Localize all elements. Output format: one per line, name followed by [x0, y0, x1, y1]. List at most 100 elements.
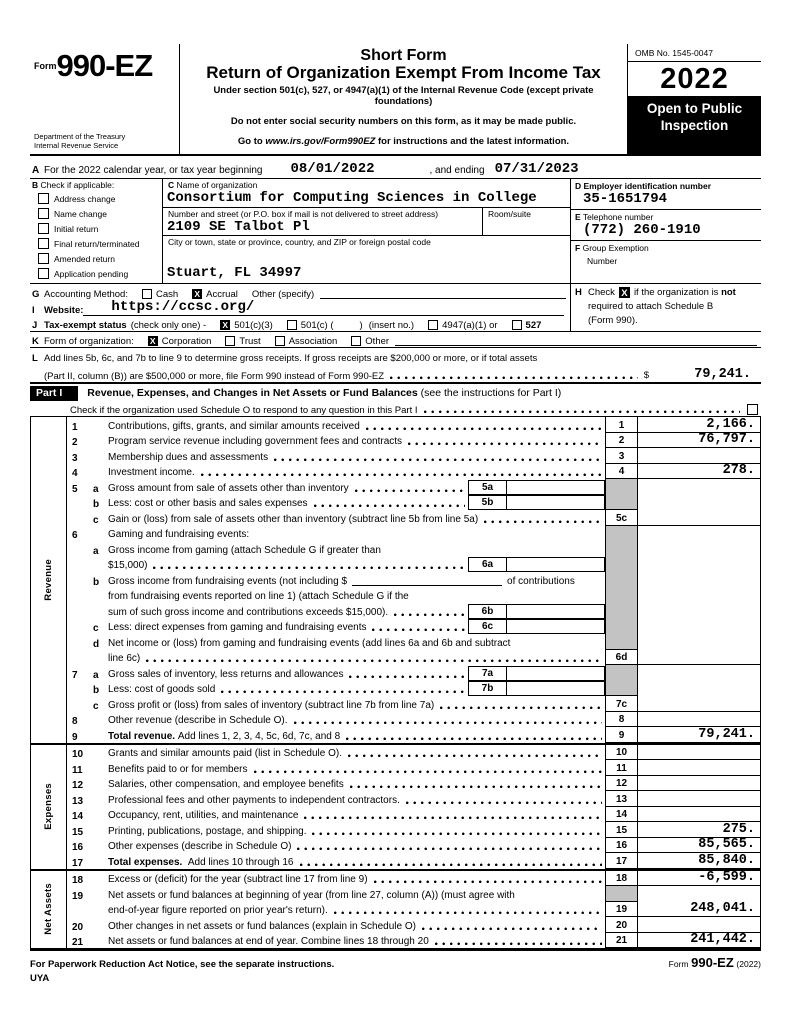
line-2-amount[interactable]: 76,797.	[638, 433, 760, 448]
form-line-7c: c Gross profit or (loss) from sales of i…	[67, 696, 760, 712]
checkbox-initial-return[interactable]	[38, 223, 49, 234]
line-7a-field[interactable]	[507, 666, 604, 680]
line-6c-field[interactable]	[507, 620, 604, 633]
form-of-organization-row: K Form of organization: X Corporation Tr…	[30, 332, 761, 348]
checkbox-schedule-b[interactable]: X	[618, 287, 630, 299]
phone-field[interactable]: (772) 260-1910	[571, 223, 761, 241]
line-17-amount[interactable]: 85,840.	[638, 853, 760, 869]
line-3-amount[interactable]	[638, 448, 760, 464]
preparer-code: UYA	[30, 973, 50, 984]
website-field[interactable]: https://ccsc.org/	[111, 299, 255, 315]
tax-year-begin-field[interactable]: 08/01/2022	[290, 161, 375, 177]
line-10-amount[interactable]	[638, 745, 760, 760]
line-13-amount[interactable]	[638, 791, 760, 807]
form-line-16: 16 Other expenses (describe in Schedule …	[67, 837, 760, 853]
line-5b-field[interactable]	[507, 496, 604, 509]
line-16-amount[interactable]: 85,565.	[638, 838, 760, 853]
checkbox-cash[interactable]	[141, 289, 152, 299]
line-9-amount[interactable]: 79,241.	[638, 727, 760, 743]
contributions-blank[interactable]	[352, 576, 503, 586]
form-line-2: 2 Program service revenue including gove…	[67, 432, 760, 448]
line-8-amount[interactable]	[638, 712, 760, 727]
form-line-6: 6 Gaming and fundraising events:	[67, 525, 760, 541]
checkbox-trust[interactable]	[225, 336, 236, 346]
checkbox-address-change[interactable]	[38, 193, 49, 204]
line-19-amount[interactable]: 248,041.	[638, 902, 760, 917]
line-5c-amount[interactable]	[638, 510, 760, 526]
form-line-6b-1: b Gross income from fundraising events (…	[67, 572, 760, 588]
tax-year-end-field[interactable]: 07/31/2023	[494, 161, 579, 177]
form-line-4: 4 Investment income. 4 278.	[67, 463, 760, 479]
form-line-17: 17 Total expenses. Add lines 10 through …	[67, 853, 760, 869]
line-21-amount[interactable]: 241,442.	[638, 933, 760, 948]
line-18-amount[interactable]: -6,599.	[638, 871, 760, 886]
website-row: I Website: https://ccsc.org/	[30, 300, 570, 316]
line-4-amount[interactable]: 278.	[638, 464, 760, 479]
schedule-b-note: H Check X if the organization is not req…	[570, 284, 761, 332]
checkbox-501c3[interactable]: X	[220, 320, 231, 330]
group-exemption-field[interactable]: Number	[587, 256, 618, 266]
checkbox-amended-return[interactable]	[38, 253, 49, 264]
line-14-amount[interactable]	[638, 807, 760, 822]
form-line-21: 21 Net assets or fund balances at end of…	[67, 932, 760, 948]
form-title-block: Short Form Return of Organization Exempt…	[180, 44, 628, 154]
revenue-side-label: Revenue	[30, 417, 67, 743]
tax-exempt-status-row: J Tax-exempt status (check only one) - X…	[30, 316, 570, 332]
form-number: 990-EZ	[56, 48, 154, 83]
form-line-18: 18 Excess or (deficit) for the year (sub…	[67, 870, 760, 886]
form-line-13: 13 Professional fees and other payments …	[67, 791, 760, 807]
dot-leader	[423, 410, 740, 414]
checkbox-accrual[interactable]: X	[192, 289, 203, 299]
method-status-block: G Accounting Method: Cash X Accrual Othe…	[30, 284, 761, 384]
organization-info: C Name of organization Consortium for Co…	[163, 179, 571, 283]
room-suite-cell[interactable]: Room/suite	[482, 208, 570, 235]
checkbox-final-return[interactable]	[38, 238, 49, 249]
line-1-amount[interactable]: 2,166.	[638, 417, 760, 433]
ein-phone-block: D Employer identification number 35-1651…	[571, 179, 761, 283]
line-6b-field[interactable]	[507, 604, 604, 618]
form-line-6b-3: sum of such gross income and contributio…	[67, 603, 760, 619]
irs-url-link[interactable]: www.irs.gov/Form990EZ	[265, 136, 376, 147]
other-org-blank[interactable]	[395, 334, 757, 346]
other-specify-blank[interactable]	[320, 287, 566, 299]
checkbox-name-change[interactable]	[38, 208, 49, 219]
line-20-amount[interactable]	[638, 917, 760, 933]
line-5a-field[interactable]	[507, 480, 604, 494]
checkbox-association[interactable]	[274, 336, 285, 346]
street-address-field[interactable]: 2109 SE Talbot Pl	[167, 219, 310, 235]
part1-badge: Part I	[30, 385, 79, 401]
checkbox-corporation[interactable]: X	[147, 336, 158, 346]
form-subtitle: Under section 501(c), 527, or 4947(a)(1)…	[213, 85, 594, 107]
checkbox-527[interactable]	[511, 320, 522, 330]
line-12-amount[interactable]	[638, 776, 760, 791]
paperwork-notice: For Paperwork Reduction Act Notice, see …	[30, 959, 335, 970]
revenue-section: Revenue 1 Contributions, gifts, grants, …	[30, 416, 761, 745]
dot-leader	[390, 376, 638, 380]
line-6d-amount[interactable]	[638, 650, 760, 665]
expenses-section: Expenses 10 Grants and similar amounts p…	[30, 744, 761, 871]
line-15-amount[interactable]: 275.	[638, 822, 760, 838]
form-line-6b-2: from fundraising events reported on line…	[67, 587, 760, 603]
checkbox-schedule-o[interactable]	[747, 404, 758, 415]
form-line-15: 15 Printing, publications, postage, and …	[67, 822, 760, 838]
form-line-6c: c Less: direct expenses from gaming and …	[67, 618, 760, 634]
accounting-method-row: G Accounting Method: Cash X Accrual Othe…	[30, 284, 570, 300]
gross-receipts-line2: (Part II, column (B)) are $500,000 or mo…	[30, 364, 761, 383]
city-state-zip-field[interactable]: Stuart, FL 34997	[167, 265, 302, 281]
form-line-7b: b Less: cost of goods sold 7b	[67, 680, 760, 696]
ssn-warning: Do not enter social security numbers on …	[230, 116, 577, 127]
checkbox-501c[interactable]	[286, 320, 297, 330]
ein-field[interactable]: 35-1651794	[571, 192, 761, 210]
organization-name-field[interactable]: Consortium for Computing Sciences in Col…	[163, 190, 570, 208]
line-6a-field[interactable]	[507, 558, 604, 571]
part1-header: Part I Revenue, Expenses, and Changes in…	[30, 384, 761, 401]
checkbox-other-org[interactable]	[351, 336, 362, 346]
checkbox-4947a1[interactable]	[428, 320, 439, 330]
form-header: Form990-EZ Department of the Treasury In…	[30, 44, 761, 156]
checkbox-application-pending[interactable]	[38, 268, 49, 279]
gross-receipts-amount[interactable]: 79,241.	[694, 367, 751, 382]
line-11-amount[interactable]	[638, 760, 760, 776]
line-7c-amount[interactable]	[638, 696, 760, 712]
line-7b-field[interactable]	[507, 682, 604, 695]
